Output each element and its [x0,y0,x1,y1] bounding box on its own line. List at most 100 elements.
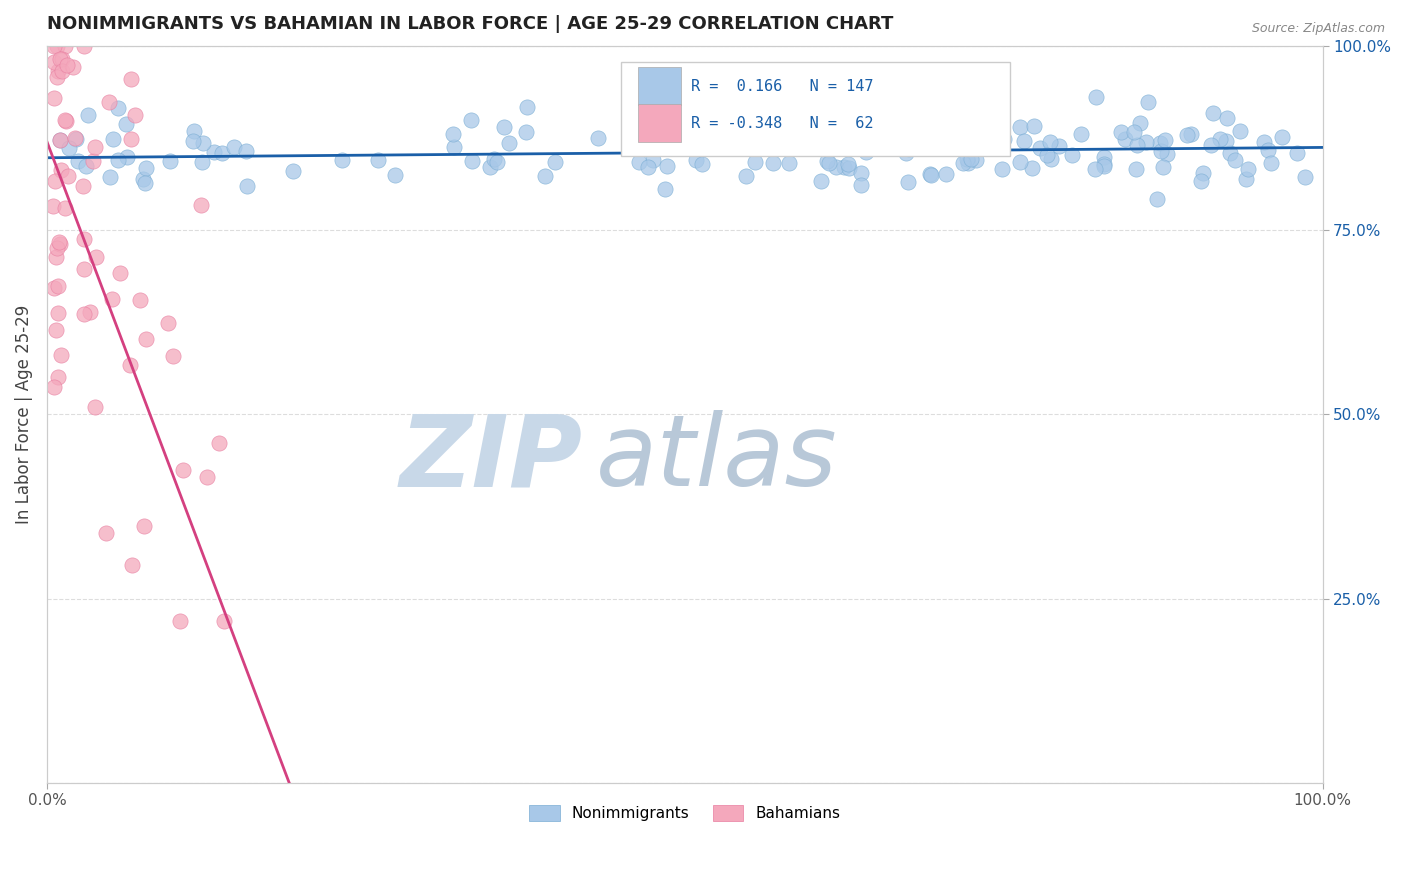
Text: atlas: atlas [595,410,837,507]
Text: NONIMMIGRANTS VS BAHAMIAN IN LABOR FORCE | AGE 25-29 CORRELATION CHART: NONIMMIGRANTS VS BAHAMIAN IN LABOR FORCE… [46,15,893,33]
Point [212,614,235,628]
Point [896,146,918,161]
Point [1260,155,1282,169]
Point [485,155,508,169]
Point [797,138,820,153]
Text: ZIP: ZIP [399,410,582,507]
Point [1257,143,1279,157]
Point [84,400,107,414]
Point [1225,153,1247,167]
Point [202,145,225,159]
Point [53,112,76,127]
Point [101,132,124,146]
Point [42,38,65,53]
FancyBboxPatch shape [637,104,681,142]
Point [1237,162,1260,177]
Point [98,169,121,184]
Point [45,70,67,85]
Point [641,153,664,167]
Point [1136,95,1159,110]
Point [815,154,838,169]
Point [384,168,406,182]
Point [162,349,184,363]
Text: R =  0.166   N = 147: R = 0.166 N = 147 [692,78,873,94]
Point [778,156,800,170]
Point [991,161,1014,176]
Point [838,161,860,176]
Point [77,108,100,122]
Point [46,370,69,384]
Point [960,152,983,166]
Point [73,306,96,320]
Point [896,123,918,137]
Point [72,178,94,193]
Point [65,132,87,146]
Point [46,38,69,53]
Point [55,202,77,216]
Point [1085,90,1108,104]
Point [896,175,918,189]
Point [55,113,77,128]
Point [101,292,124,306]
Point [65,130,87,145]
Point [131,171,153,186]
Point [1123,125,1146,139]
Point [1040,152,1063,166]
Point [1180,128,1202,142]
Point [135,161,157,176]
Point [1286,146,1309,161]
Point [1209,132,1232,146]
Point [73,261,96,276]
Point [1154,133,1177,147]
Point [627,154,650,169]
Point [51,52,73,66]
Point [1022,119,1045,133]
Point [84,140,107,154]
Point [124,108,146,122]
Point [1021,161,1043,175]
Point [939,138,962,153]
FancyBboxPatch shape [637,67,681,105]
Point [191,154,214,169]
Point [135,332,157,346]
Point [534,169,557,184]
Point [918,168,941,182]
Point [72,232,94,246]
Point [1152,161,1174,175]
Text: Source: ZipAtlas.com: Source: ZipAtlas.com [1251,22,1385,36]
Point [851,178,873,193]
Point [45,241,67,255]
Legend: Nonimmigrants, Bahamians: Nonimmigrants, Bahamians [523,799,846,827]
Point [956,155,979,169]
Point [461,154,484,169]
Point [685,153,707,168]
Point [46,64,69,78]
Point [1135,135,1157,149]
Point [1175,128,1198,143]
Point [1216,112,1239,126]
Point [48,236,70,251]
Point [191,136,214,151]
Point [744,155,766,169]
Point [797,125,820,139]
Point [115,150,138,164]
Point [441,127,464,141]
Point [66,153,89,168]
Point [460,112,482,127]
Point [990,123,1012,137]
Point [94,525,117,540]
Point [974,137,997,152]
Point [1039,135,1062,149]
Point [482,152,505,166]
Point [367,153,389,167]
Point [1084,162,1107,177]
Point [236,178,259,193]
Point [1189,173,1212,187]
Point [48,235,70,250]
Point [1215,134,1237,148]
Point [1271,129,1294,144]
Point [1229,124,1251,138]
Point [1092,157,1115,171]
Point [832,160,855,174]
Point [1219,146,1241,161]
